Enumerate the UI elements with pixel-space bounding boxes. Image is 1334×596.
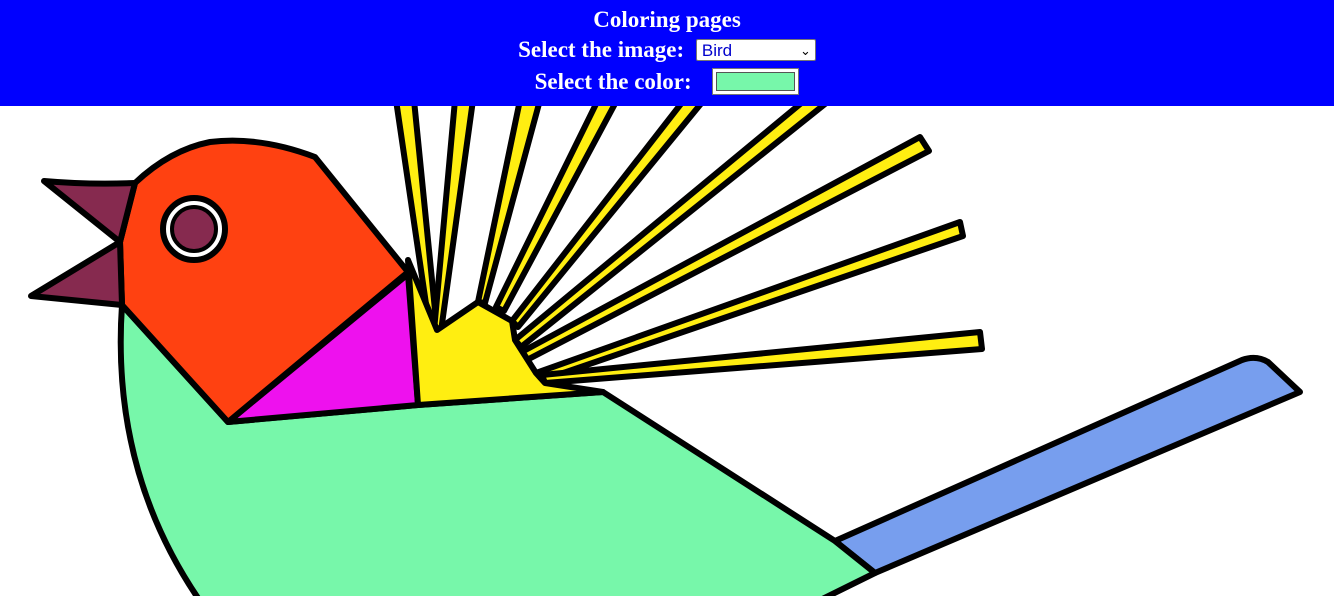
color-select-label: Select the color: (534, 68, 692, 94)
feather-region-5[interactable] (509, 106, 704, 330)
feather-region-3[interactable] (475, 106, 542, 306)
feather-region-4[interactable] (493, 106, 618, 314)
image-select-label: Select the image: (518, 36, 685, 62)
eye-region[interactable] (170, 205, 218, 253)
image-select-row: Select the image: Bird ⌄ (0, 34, 1334, 64)
body-region[interactable] (117, 302, 878, 596)
color-picker-input[interactable] (712, 68, 800, 96)
tail-region[interactable] (832, 354, 1303, 576)
page-title: Coloring pages (593, 7, 741, 32)
feather-base-region[interactable] (405, 257, 606, 408)
chevron-down-icon: ⌄ (799, 42, 811, 58)
toolbar-header: Coloring pages Select the image: Bird ⌄ … (0, 0, 1334, 106)
beak-region[interactable] (28, 178, 138, 308)
feather-region-2[interactable] (431, 106, 476, 334)
color-select-row: Select the color: (0, 66, 1334, 96)
feather-group (393, 106, 985, 408)
image-select-value: Bird (701, 40, 733, 60)
image-select-dropdown[interactable]: Bird ⌄ (695, 38, 816, 61)
coloring-canvas[interactable] (0, 106, 1334, 596)
color-picker-swatch (716, 72, 796, 92)
